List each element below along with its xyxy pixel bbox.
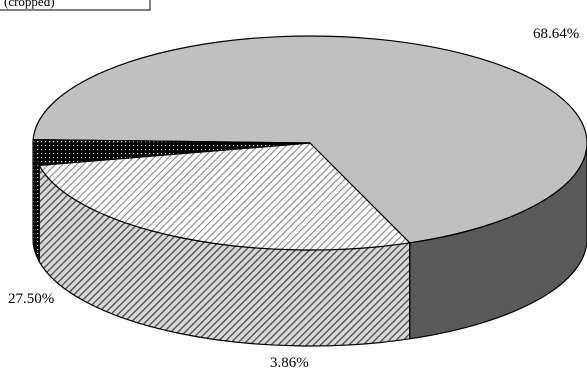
pie-slice-3-86 [32,139,311,167]
data-label-27-50: 27.50% [8,291,54,307]
data-label-3-86: 3.86% [270,355,309,371]
labels-layer: 68.64% 27.50% 3.86% [8,26,579,371]
slices-layer [32,35,587,347]
data-label-68-64: 68.64% [533,26,579,42]
pie-slice-68-64 [32,35,587,244]
pie-slice-27-50 [38,142,411,251]
chart-title: (cropped) [4,0,55,9]
title-box: (cropped) [0,0,151,11]
